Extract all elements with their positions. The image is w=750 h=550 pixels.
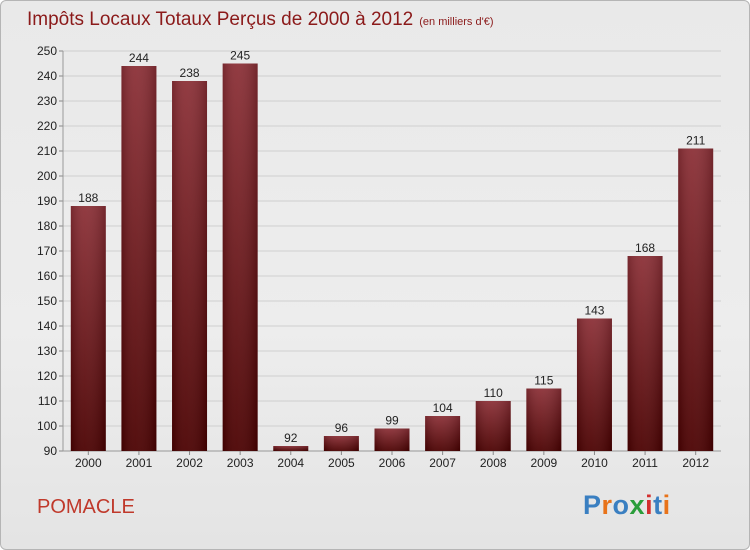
bar-shade — [222, 63, 258, 451]
x-tick-label: 2007 — [429, 456, 456, 470]
y-tick-label: 240 — [37, 69, 57, 83]
bar-shade — [425, 416, 461, 451]
data-label: 168 — [635, 241, 655, 255]
bar-shade — [627, 256, 663, 451]
bar-shade — [121, 66, 157, 451]
y-tick-label: 230 — [37, 94, 57, 108]
y-tick-label: 100 — [37, 419, 57, 433]
y-tick-label: 120 — [37, 369, 57, 383]
y-tick-label: 110 — [38, 394, 57, 408]
bar-shade — [678, 148, 714, 451]
commune-name: POMACLE — [37, 496, 135, 518]
y-tick-label: 90 — [44, 444, 58, 458]
logo-letter: o — [612, 490, 630, 520]
logo-letter: r — [601, 490, 613, 520]
y-tick-label: 180 — [37, 219, 57, 233]
x-tick-label: 2003 — [227, 456, 254, 470]
data-label: 238 — [180, 66, 200, 80]
x-tick-label: 2010 — [581, 456, 608, 470]
logo-letter: t — [653, 490, 663, 520]
bar-shade — [526, 388, 562, 451]
y-tick-label: 140 — [37, 319, 57, 333]
x-tick-label: 2000 — [75, 456, 102, 470]
bar-shade — [374, 428, 410, 451]
data-label: 188 — [78, 191, 98, 205]
y-tick-label: 160 — [37, 269, 57, 283]
logo-letter: i — [662, 490, 671, 520]
y-tick-label: 190 — [37, 194, 57, 208]
y-tick-label: 130 — [37, 344, 57, 358]
x-tick-label: 2004 — [277, 456, 304, 470]
data-label: 99 — [385, 414, 399, 428]
bar-shade — [323, 436, 359, 451]
logo-letter: x — [629, 490, 646, 520]
x-tick-label: 2006 — [379, 456, 406, 470]
y-tick-label: 220 — [37, 119, 57, 133]
x-tick-label: 2001 — [126, 456, 153, 470]
data-label: 211 — [686, 134, 705, 148]
bar-shade — [576, 318, 612, 451]
logo-letter: i — [645, 490, 654, 520]
data-label: 244 — [129, 51, 149, 65]
data-label: 115 — [534, 374, 553, 388]
data-label: 245 — [230, 49, 250, 63]
x-tick-label: 2002 — [176, 456, 203, 470]
data-label: 96 — [335, 421, 349, 435]
data-label: 110 — [484, 386, 503, 400]
x-tick-label: 2012 — [682, 456, 709, 470]
y-tick-label: 170 — [37, 244, 57, 258]
bar-shade — [273, 446, 309, 451]
chart-title-block: Impôts Locaux Totaux Perçus de 2000 à 20… — [27, 9, 493, 31]
y-tick-label: 200 — [37, 169, 57, 183]
x-tick-label: 2005 — [328, 456, 355, 470]
x-tick-label: 2008 — [480, 456, 507, 470]
y-tick-label: 150 — [37, 294, 57, 308]
chart-title: Impôts Locaux Totaux Perçus de 2000 à 20… — [27, 9, 414, 30]
data-label: 104 — [433, 401, 453, 415]
bar-shade — [70, 206, 106, 451]
data-label: 92 — [284, 431, 298, 445]
y-tick-label: 210 — [37, 144, 57, 158]
y-tick-label: 250 — [37, 44, 57, 58]
proxiti-logo: Proxiti — [583, 490, 671, 521]
bar-shade — [172, 81, 208, 451]
x-tick-label: 2009 — [530, 456, 557, 470]
data-label: 143 — [584, 304, 604, 318]
bar-shade — [475, 401, 511, 451]
x-tick-label: 2011 — [632, 456, 658, 470]
chart-unit-note: (en milliers d'€) — [419, 16, 494, 28]
logo-letter: P — [583, 490, 602, 520]
